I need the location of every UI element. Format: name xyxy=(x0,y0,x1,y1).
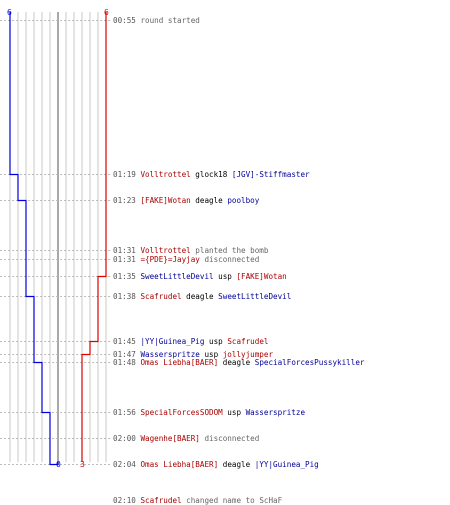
weapon-name: deagle xyxy=(218,460,255,469)
weapon-name: usp xyxy=(213,272,237,281)
weapon-name: usp xyxy=(199,350,223,359)
terrorist-player-name: Volltrottel xyxy=(140,246,191,255)
t-end-count-label: 3 xyxy=(80,460,85,469)
event-row: 01:19 Volltrottel glock18 [JGV]-Stiffmas… xyxy=(113,170,310,179)
terrorist-player-name: Scafrudel xyxy=(140,292,182,301)
event-time: 02:04 xyxy=(113,460,136,469)
event-time: 01:31 xyxy=(113,255,136,264)
terrorist-player-name: Scafrudel xyxy=(140,496,182,505)
terrorist-player-name: Wagenhe[BAER] xyxy=(140,434,200,443)
event-row: 01:56 SpecialForcesSODOM usp Wassersprit… xyxy=(113,408,305,417)
event-message: round started xyxy=(140,16,200,25)
event-time: 01:31 xyxy=(113,246,136,255)
terrorist-player-name: Omas Liebha[BAER] xyxy=(140,460,219,469)
t-start-count-label: 6 xyxy=(104,8,109,17)
event-time: 01:38 xyxy=(113,292,136,301)
event-time: 00:55 xyxy=(113,16,136,25)
event-row: 01:31 Volltrottel planted the bomb xyxy=(113,246,268,255)
terrorist-player-name: Omas Liebha[BAER] xyxy=(140,358,219,367)
event-row: 00:55 round started xyxy=(113,16,200,25)
weapon-name: glock18 xyxy=(190,170,232,179)
counter-terrorist-player-name: |YY|Guinea_Pig xyxy=(140,337,205,346)
ct-alive-line xyxy=(9,12,59,466)
counter-terrorist-player-name: |YY|Guinea_Pig xyxy=(254,460,319,469)
weapon-name: deagle xyxy=(190,196,228,205)
ct-start-count-label: 6 xyxy=(7,8,12,17)
weapon-name: usp xyxy=(204,337,228,346)
t-alive-line xyxy=(81,12,107,462)
terrorist-player-name: [FAKE]Wotan xyxy=(140,196,191,205)
counter-terrorist-player-name: SpecialForcesPussykiller xyxy=(254,358,365,367)
event-row: 01:38 Scafrudel deagle SweetLittleDevil xyxy=(113,292,291,301)
terrorist-player-name: SpecialForcesSODOM xyxy=(140,408,223,417)
event-message: changed name to ScHaF xyxy=(181,496,283,505)
weapon-name: usp xyxy=(222,408,246,417)
event-row: 01:31 ={PDE}=Jayjay disconnected xyxy=(113,255,259,264)
event-time: 01:35 xyxy=(113,272,136,281)
terrorist-player-name: ={PDE}=Jayjay xyxy=(140,255,200,264)
event-row: 02:00 Wagenhe[BAER] disconnected xyxy=(113,434,259,443)
terrorist-player-name: Scafrudel xyxy=(227,337,269,346)
event-row: 01:45 |YY|Guinea_Pig usp Scafrudel xyxy=(113,337,268,346)
counter-terrorist-player-name: [JGV]-Stiffmaster xyxy=(231,170,310,179)
counter-terrorist-player-name: poolboy xyxy=(227,196,260,205)
event-message: planted the bomb xyxy=(190,246,269,255)
counter-terrorist-player-name: SweetLittleDevil xyxy=(140,272,214,281)
weapon-name: deagle xyxy=(181,292,219,301)
event-message: disconnected xyxy=(199,434,260,443)
counter-terrorist-player-name: Wasserspritze xyxy=(140,350,200,359)
event-time: 01:23 xyxy=(113,196,136,205)
event-time: 01:56 xyxy=(113,408,136,417)
weapon-name: deagle xyxy=(218,358,255,367)
event-row: 02:10 Scafrudel changed name to ScHaF xyxy=(113,496,282,505)
terrorist-player-name: [FAKE]Wotan xyxy=(236,272,287,281)
event-row: 01:35 SweetLittleDevil usp [FAKE]Wotan xyxy=(113,272,287,281)
event-row: 01:47 Wasserspritze usp jollyjumper xyxy=(113,350,273,359)
event-time: 01:48 xyxy=(113,358,136,367)
terrorist-player-name: Volltrottel xyxy=(140,170,191,179)
event-row: 01:23 [FAKE]Wotan deagle poolboy xyxy=(113,196,259,205)
counter-terrorist-player-name: SweetLittleDevil xyxy=(218,292,292,301)
event-row: 02:04 Omas Liebha[BAER] deagle |YY|Guine… xyxy=(113,460,319,469)
terrorist-player-name: jollyjumper xyxy=(222,350,274,359)
event-time: 02:10 xyxy=(113,496,136,505)
event-time: 01:19 xyxy=(113,170,136,179)
event-message: disconnected xyxy=(199,255,260,264)
event-row: 01:48 Omas Liebha[BAER] deagle SpecialFo… xyxy=(113,358,364,367)
event-time: 01:45 xyxy=(113,337,136,346)
ct-end-count-label: 0 xyxy=(56,460,61,469)
event-time: 02:00 xyxy=(113,434,136,443)
event-time: 01:47 xyxy=(113,350,136,359)
counter-terrorist-player-name: Wasserspritze xyxy=(245,408,306,417)
